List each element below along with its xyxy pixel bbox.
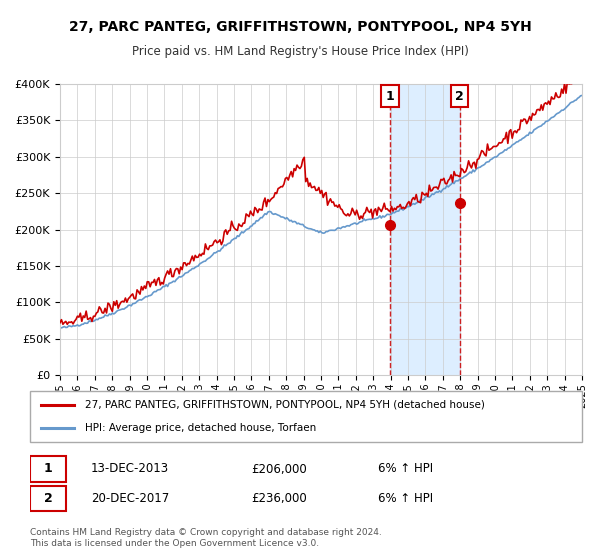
Text: HPI: Average price, detached house, Torfaen: HPI: Average price, detached house, Torf… xyxy=(85,423,316,433)
Text: 1: 1 xyxy=(44,463,52,475)
Text: £206,000: £206,000 xyxy=(251,463,307,475)
Text: 27, PARC PANTEG, GRIFFITHSTOWN, PONTYPOOL, NP4 5YH: 27, PARC PANTEG, GRIFFITHSTOWN, PONTYPOO… xyxy=(68,20,532,34)
Text: 20-DEC-2017: 20-DEC-2017 xyxy=(91,492,169,505)
Text: This data is licensed under the Open Government Licence v3.0.: This data is licensed under the Open Gov… xyxy=(30,539,319,548)
FancyBboxPatch shape xyxy=(30,456,66,482)
Text: 6% ↑ HPI: 6% ↑ HPI xyxy=(378,463,433,475)
FancyBboxPatch shape xyxy=(30,391,582,442)
Text: 2: 2 xyxy=(44,492,52,505)
Text: £236,000: £236,000 xyxy=(251,492,307,505)
Text: 27, PARC PANTEG, GRIFFITHSTOWN, PONTYPOOL, NP4 5YH (detached house): 27, PARC PANTEG, GRIFFITHSTOWN, PONTYPOO… xyxy=(85,400,485,410)
Text: 1: 1 xyxy=(386,90,394,103)
Text: Price paid vs. HM Land Registry's House Price Index (HPI): Price paid vs. HM Land Registry's House … xyxy=(131,45,469,58)
Text: Contains HM Land Registry data © Crown copyright and database right 2024.: Contains HM Land Registry data © Crown c… xyxy=(30,528,382,536)
FancyBboxPatch shape xyxy=(30,486,66,511)
Text: 13-DEC-2013: 13-DEC-2013 xyxy=(91,463,169,475)
Text: 2: 2 xyxy=(455,90,464,103)
Text: 6% ↑ HPI: 6% ↑ HPI xyxy=(378,492,433,505)
